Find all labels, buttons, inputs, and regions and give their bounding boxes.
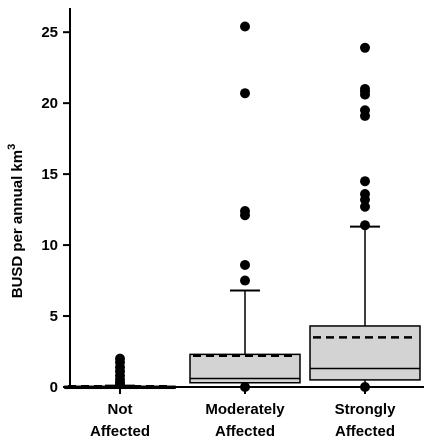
x-category-label-line2: Affected [215,423,275,440]
x-category-label-line2: Affected [335,423,395,440]
y-tick-label: 25 [41,24,58,41]
outlier-point [360,220,370,231]
box-rect [309,325,421,381]
y-axis-title-text: BUSD per annual km [9,150,26,298]
x-axis-category-labels: Not Affected Moderately Affected Strongly Aff… [90,387,396,440]
y-tick-label: 20 [41,95,58,112]
outlier-point [115,353,125,364]
outlier-point [360,201,370,212]
y-axis-title: BUSD per annual km3 [6,144,26,299]
outlier-point [240,21,250,32]
y-tick-label: 15 [41,166,58,183]
outlier-point [360,83,370,94]
outlier-point [240,206,250,217]
box-group [309,42,421,392]
outlier-point [360,188,370,199]
x-category-label-line1: Not [108,401,133,418]
outlier-point [240,259,250,270]
y-tick-label: 5 [50,308,58,325]
x-category-label-line2: Affected [90,423,150,440]
outlier-point [360,105,370,116]
box-group [189,21,301,392]
x-category-label-line1: Strongly [335,401,396,418]
x-category-label-line1: Moderately [205,401,285,418]
box-group [64,353,176,390]
plot-area [64,21,421,392]
outlier-point [360,176,370,187]
outlier-point [240,275,250,286]
outlier-point [240,88,250,99]
y-axis-ticks: 0 5 10 15 20 25 [41,24,70,396]
outlier-point [360,42,370,53]
y-tick-label: 0 [50,379,58,396]
y-axis-title-superscript: 3 [6,144,18,150]
y-tick-label: 10 [41,237,58,254]
